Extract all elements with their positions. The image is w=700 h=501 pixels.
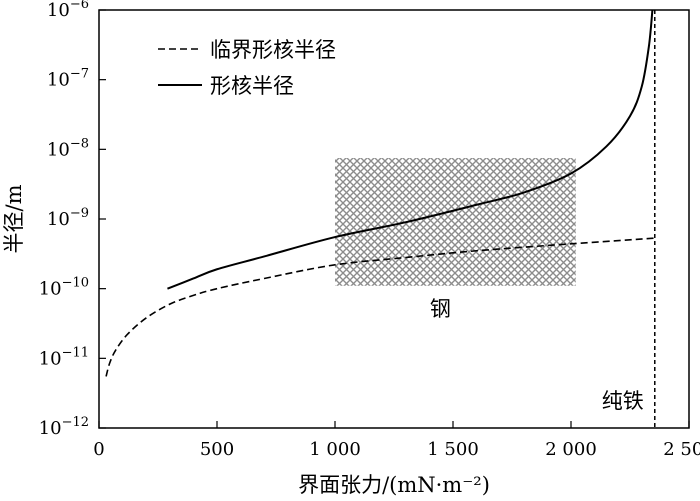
y-axis-ticks: 10−12 10−11 10−10 10−9 10−8 10−7 10−6 [39,0,106,439]
x-tick-label: 2 000 [545,439,597,460]
y-tick-label: 10−7 [47,67,89,91]
y-tick-label: 10−6 [47,0,89,21]
y-tick-label: 10−8 [47,136,89,160]
steel-region-label: 钢 [430,297,451,321]
y-tick-label: 10−10 [39,276,89,300]
steel-region [335,158,576,286]
x-tick-label: 2 500 [663,439,700,460]
y-axis-title: 半径/m [2,184,26,253]
x-axis-title: 界面张力/(mN·m⁻²) [298,473,490,497]
x-tick-label: 0 [93,439,104,460]
y-tick-label: 10−11 [39,345,89,369]
y-tick-label: 10−12 [39,415,89,439]
pure-iron-label: 纯铁 [602,389,644,413]
x-tick-label: 500 [200,439,234,460]
y-tick-label: 10−9 [47,206,89,230]
x-tick-label: 1 000 [309,439,361,460]
series-critical-radius-line [105,237,654,377]
x-axis-ticks: 0 500 1 000 1 500 2 000 2 500 [93,421,700,460]
legend-label-nucleation-radius: 形核半径 [210,74,294,98]
series-nucleation-radius-line [167,9,654,290]
legend-label-critical-radius: 临界形核半径 [210,38,336,62]
x-tick-label: 1 500 [427,439,479,460]
legend: 临界形核半径 形核半径 [158,38,336,98]
